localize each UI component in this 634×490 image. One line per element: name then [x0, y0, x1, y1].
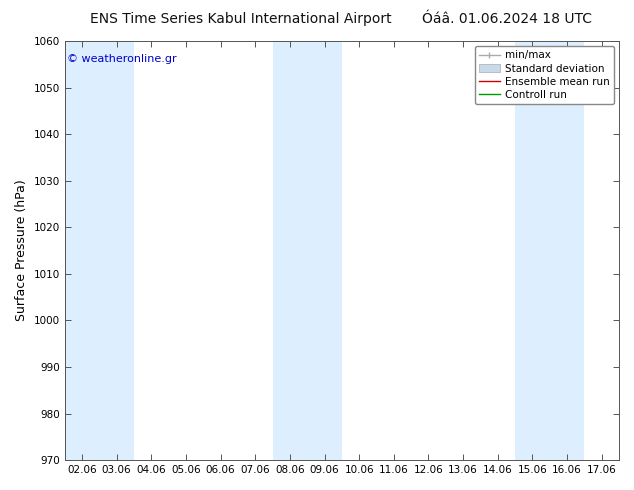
Bar — [65, 41, 100, 460]
Text: © weatheronline.gr: © weatheronline.gr — [67, 53, 177, 64]
Text: Óáâ. 01.06.2024 18 UTC: Óáâ. 01.06.2024 18 UTC — [422, 12, 592, 26]
Legend: min/max, Standard deviation, Ensemble mean run, Controll run: min/max, Standard deviation, Ensemble me… — [475, 46, 614, 104]
Bar — [550, 41, 585, 460]
Y-axis label: Surface Pressure (hPa): Surface Pressure (hPa) — [15, 180, 28, 321]
Bar — [100, 41, 134, 460]
Bar — [273, 41, 307, 460]
Text: ENS Time Series Kabul International Airport: ENS Time Series Kabul International Airp… — [90, 12, 392, 26]
Bar — [515, 41, 550, 460]
Bar — [307, 41, 342, 460]
